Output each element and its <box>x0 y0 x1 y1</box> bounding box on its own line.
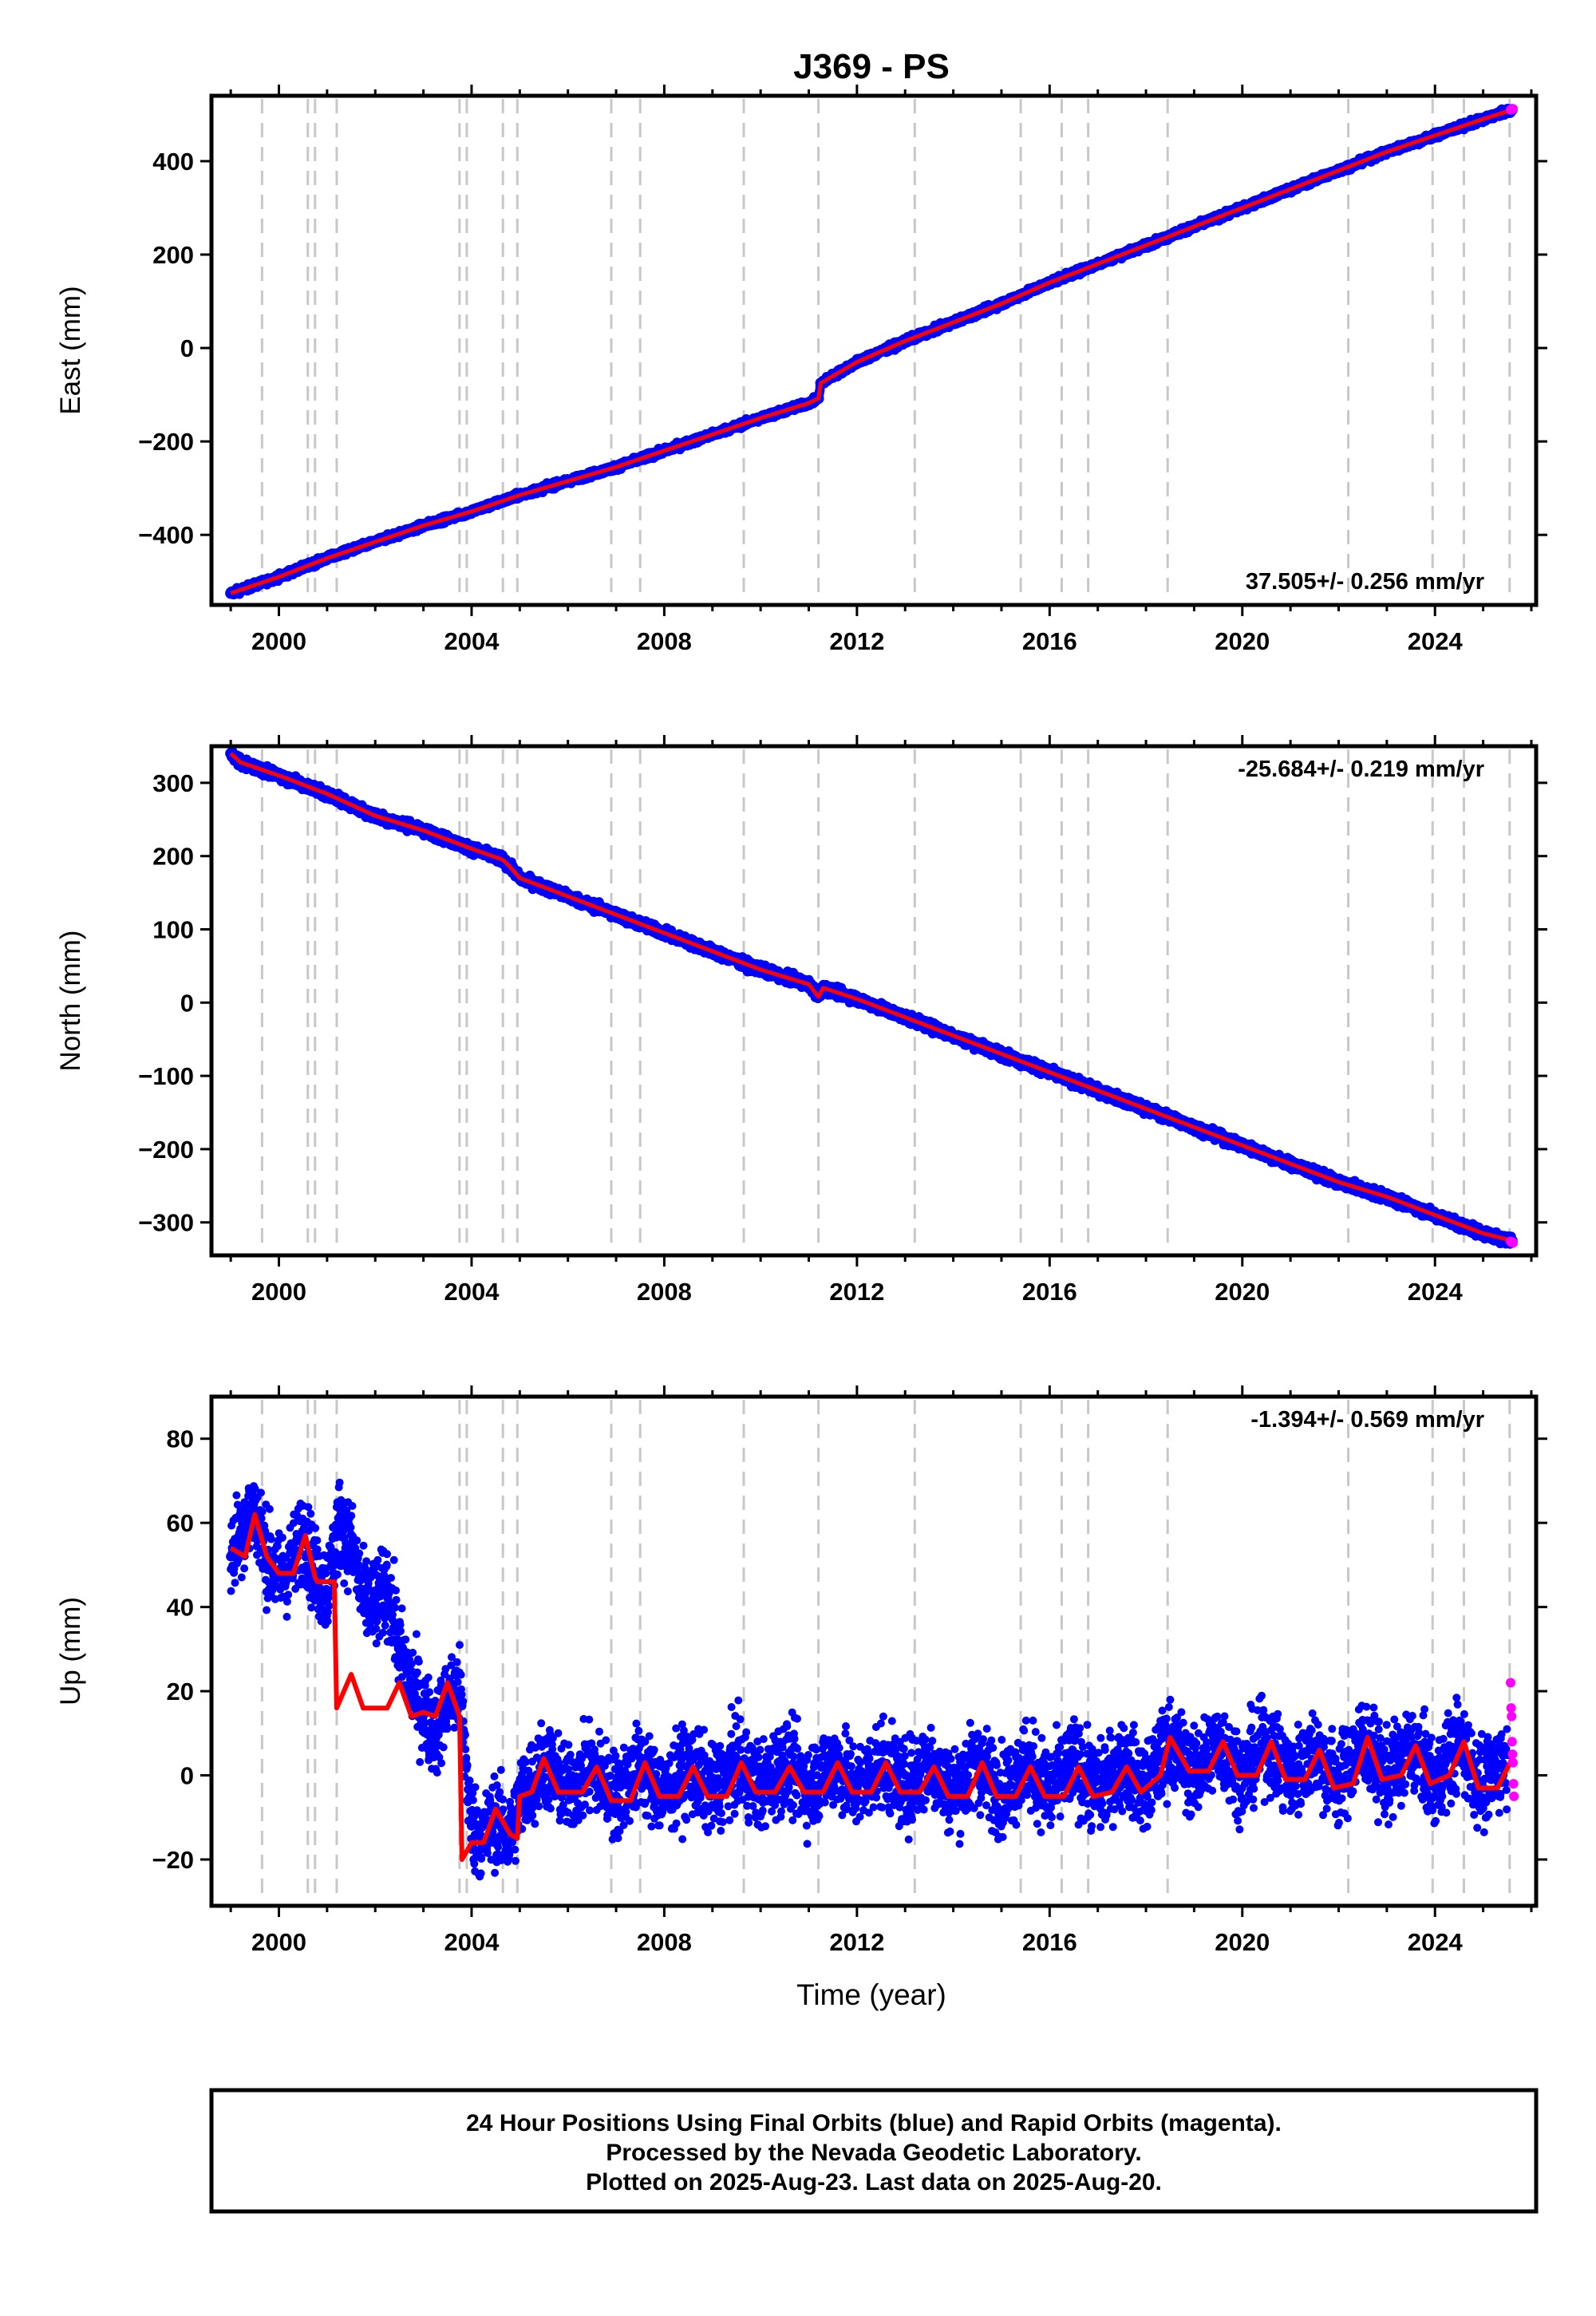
figure-title: J369 - PS <box>793 47 950 86</box>
east-panel: 2000 2004 2008 2012 2016 2020 2024−400−2000200… <box>55 85 1547 655</box>
east-plot-area <box>225 104 1519 599</box>
